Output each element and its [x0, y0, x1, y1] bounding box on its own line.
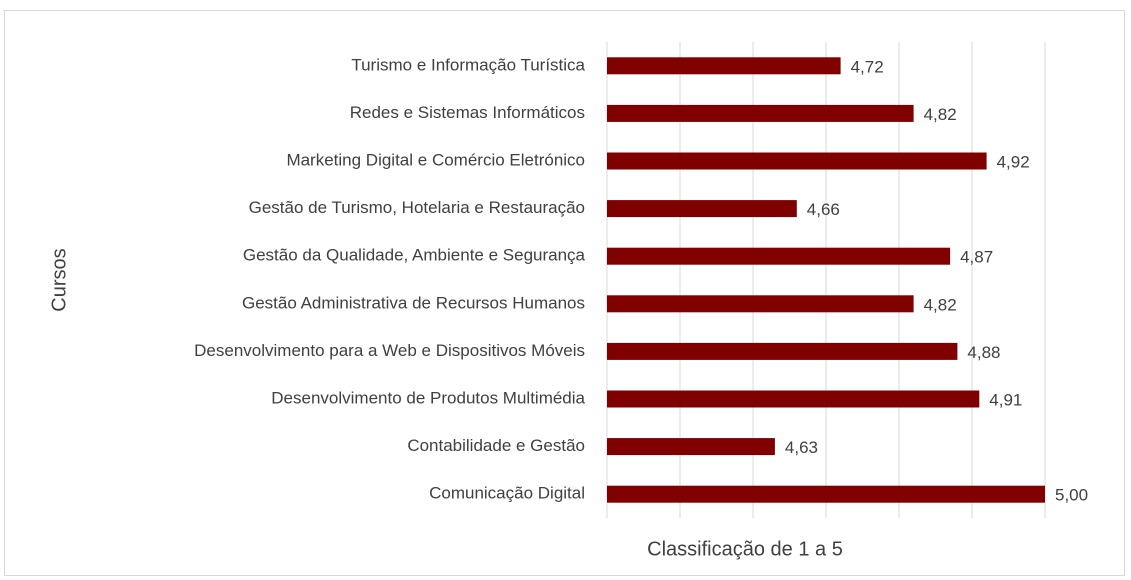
- bar: [607, 390, 980, 408]
- y-tick-label: Marketing Digital e Comércio Eletrónico: [286, 150, 585, 169]
- data-label: 4,88: [967, 343, 1000, 362]
- data-label: 4,66: [807, 200, 840, 219]
- y-tick-label: Gestão de Turismo, Hotelaria e Restauraç…: [249, 198, 585, 217]
- y-tick-label: Gestão da Qualidade, Ambiente e Seguranç…: [243, 246, 586, 265]
- bar: [607, 438, 775, 456]
- data-label: 4,72: [851, 57, 884, 76]
- bar: [607, 247, 951, 265]
- x-axis-label: Classificação de 1 a 5: [647, 538, 843, 560]
- chart-frame: [4, 10, 1125, 576]
- data-label: 4,91: [989, 390, 1022, 409]
- data-label: 5,00: [1055, 486, 1088, 505]
- data-label: 4,63: [785, 438, 818, 457]
- y-axis-label: Cursos: [48, 248, 70, 311]
- y-tick-label: Desenvolvimento para a Web e Dispositivo…: [194, 341, 585, 360]
- bar: [607, 485, 1045, 503]
- y-tick-label: Turismo e Informação Turística: [351, 55, 585, 74]
- y-tick-label: Redes e Sistemas Informáticos: [350, 103, 585, 122]
- y-tick-label: Desenvolvimento de Produtos Multimédia: [271, 388, 585, 407]
- bar: [607, 342, 958, 360]
- bar: [607, 104, 914, 122]
- y-tick-label: Comunicação Digital: [429, 484, 585, 503]
- bar: [607, 200, 797, 218]
- data-label: 4,82: [924, 105, 957, 124]
- bar: [607, 295, 914, 313]
- bar: [607, 152, 987, 170]
- data-label: 4,87: [960, 248, 993, 267]
- y-tick-label: Contabilidade e Gestão: [407, 436, 585, 455]
- data-label: 4,82: [924, 295, 957, 314]
- data-label: 4,92: [997, 152, 1030, 171]
- y-tick-label: Gestão Administrativa de Recursos Humano…: [242, 293, 585, 312]
- bar: [607, 57, 841, 75]
